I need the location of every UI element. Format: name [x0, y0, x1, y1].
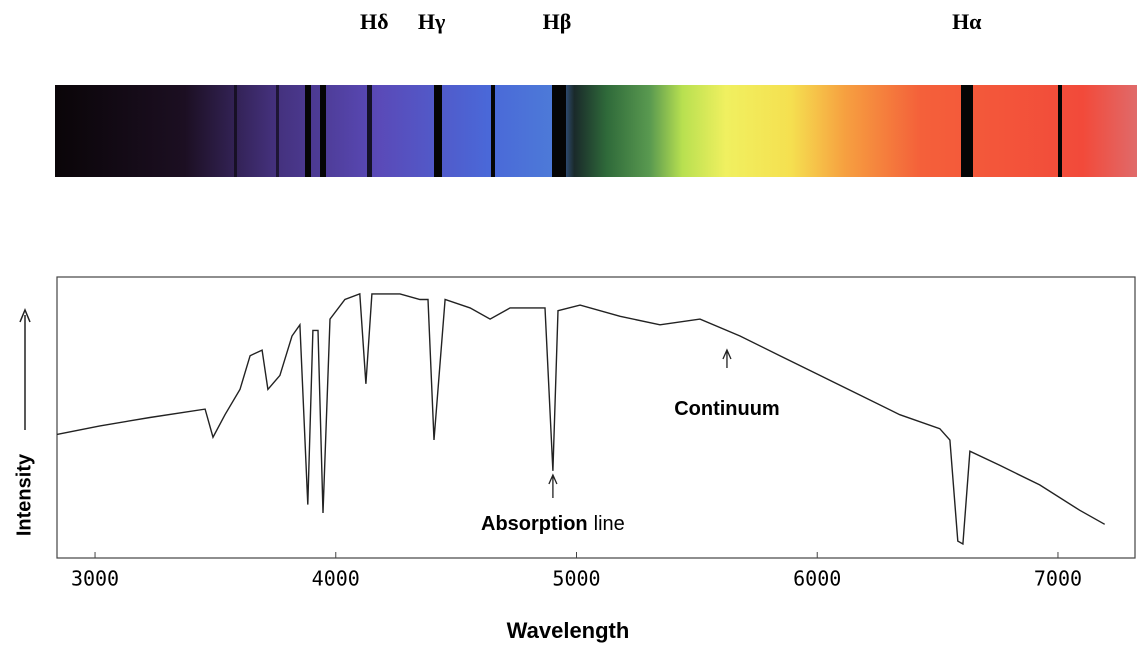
spectral-line-label: Hγ — [418, 9, 445, 34]
plot-frame — [56, 276, 1136, 559]
y-axis-arrow — [19, 308, 31, 430]
x-tick-label: 6000 — [793, 567, 841, 591]
annotation-arrow — [722, 348, 732, 368]
annotation-text: line — [594, 513, 625, 535]
y-axis-label: Intensity — [13, 453, 35, 536]
annotation: Continuum — [674, 398, 780, 420]
annotation-bold: Continuum — [674, 398, 780, 420]
spectrum-bar — [55, 85, 1137, 177]
annotation-bold: Absorption — [481, 513, 588, 535]
x-tick-label: 5000 — [552, 567, 600, 591]
x-tick-label: 3000 — [71, 567, 119, 591]
x-tick-label: 4000 — [312, 567, 360, 591]
spectrum-band — [55, 85, 1137, 177]
spectral-line-label: Hδ — [360, 9, 389, 34]
x-tick-label: 7000 — [1034, 567, 1082, 591]
annotation: Absorption line — [481, 513, 625, 535]
x-axis-label: Wavelength — [507, 618, 630, 643]
spectral-line-label: Hα — [952, 9, 982, 34]
annotation-arrow — [548, 473, 558, 498]
spectral-line-label: Hβ — [543, 9, 572, 34]
spectrum-dark-lines — [234, 85, 1062, 177]
intensity-line — [56, 292, 1106, 546]
